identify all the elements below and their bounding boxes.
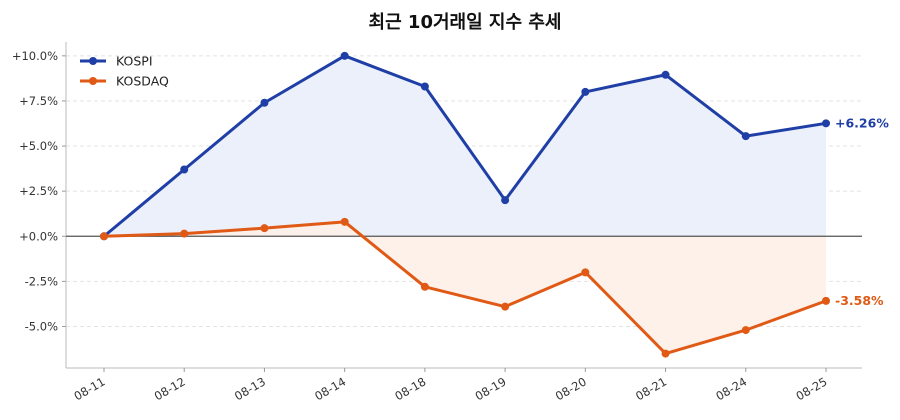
x-tick-label: 08-13 <box>232 374 268 403</box>
legend-label-kospi: KOSPI <box>116 54 153 69</box>
data-point-kospi <box>420 82 429 91</box>
x-tick-label: 08-19 <box>473 374 509 403</box>
y-tick-label: +0.0% <box>19 229 58 243</box>
legend-marker-kosdaq <box>89 77 97 85</box>
y-tick-label: +10.0% <box>12 49 58 63</box>
x-tick-label: 08-20 <box>553 374 589 403</box>
data-point-kospi <box>661 70 670 79</box>
end-label-kosdaq: -3.58% <box>835 293 884 308</box>
data-point-kosdaq <box>741 326 750 335</box>
y-tick-label: +5.0% <box>19 139 58 153</box>
y-tick-label: +2.5% <box>19 184 58 198</box>
x-tick-label: 08-25 <box>794 374 830 403</box>
legend: KOSPI KOSDAQ <box>80 54 169 89</box>
data-point-kosdaq <box>501 302 510 311</box>
series-fill-kosdaq <box>104 221 826 354</box>
data-point-kosdaq <box>260 224 269 233</box>
series-fill-kospi <box>104 55 826 237</box>
x-tick-label: 08-12 <box>152 374 188 403</box>
data-point-kosdaq <box>180 229 189 238</box>
chart-title: 최근 10거래일 지수 추세 <box>369 12 562 33</box>
fill-layer <box>104 55 826 354</box>
y-tick-label: -5.0% <box>25 319 58 333</box>
data-point-kospi <box>260 98 269 107</box>
x-tick-label: 08-21 <box>633 374 669 403</box>
series-layer: +6.26% -3.58% <box>100 51 889 358</box>
data-point-kosdaq <box>340 217 349 226</box>
data-point-kospi <box>822 119 830 128</box>
data-point-kosdaq <box>661 349 670 358</box>
data-point-kospi <box>581 87 590 96</box>
data-point-kospi <box>741 132 750 141</box>
x-tick-label: 08-11 <box>72 374 108 403</box>
data-point-kosdaq <box>822 296 830 305</box>
end-label-kospi: +6.26% <box>835 115 889 130</box>
legend-label-kosdaq: KOSDAQ <box>116 74 169 89</box>
x-tick-label: 08-14 <box>312 374 348 403</box>
legend-marker-kospi <box>89 57 97 65</box>
x-tick-label: 08-24 <box>713 374 749 403</box>
data-point-kosdaq <box>420 282 429 291</box>
y-tick-label: +7.5% <box>19 94 58 108</box>
series-line-kosdaq <box>102 220 828 356</box>
data-point-kospi <box>501 196 510 205</box>
data-point-kosdaq <box>581 268 590 277</box>
x-tick-label: 08-18 <box>392 374 428 403</box>
data-point-kospi <box>180 165 189 174</box>
data-point-kosdaq <box>100 232 108 241</box>
y-tick-label: -2.5% <box>25 274 58 288</box>
series-line-kospi <box>102 54 828 238</box>
data-point-kospi <box>340 51 349 60</box>
